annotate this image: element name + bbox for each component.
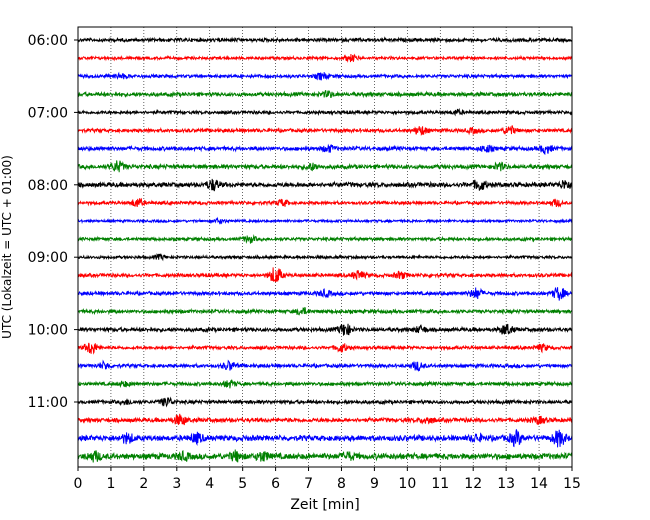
y-tick-label: 10:00 xyxy=(28,323,68,339)
x-tick-label: 6 xyxy=(271,476,280,492)
x-axis-ticks: 0 1 2 3 4 5 6 7 8 9 10 11 12 13 14 15 xyxy=(74,467,581,492)
trace-line xyxy=(77,53,573,63)
x-tick-label: 14 xyxy=(530,476,548,492)
x-tick-label: 8 xyxy=(337,476,346,492)
trace-line xyxy=(77,108,573,117)
x-tick-label: 3 xyxy=(172,476,181,492)
y-tick-label: 08:00 xyxy=(28,178,68,194)
plot-frame xyxy=(77,26,573,468)
trace-line xyxy=(77,234,573,244)
trace-line xyxy=(77,359,573,373)
trace-line xyxy=(77,287,573,301)
trace-line xyxy=(77,323,573,336)
y-tick-label: 07:00 xyxy=(28,105,68,121)
trace-line xyxy=(77,413,573,426)
trace-line xyxy=(77,267,573,283)
trace-line xyxy=(77,125,573,136)
y-tick-label: 09:00 xyxy=(28,250,68,266)
x-tick-label: 9 xyxy=(370,476,379,492)
trace-line xyxy=(77,429,573,448)
trace-line xyxy=(77,396,573,408)
plot-background xyxy=(78,27,572,467)
trace-line xyxy=(77,197,573,208)
trace-line xyxy=(77,71,573,81)
trace-line xyxy=(77,342,573,355)
x-tick-label: 11 xyxy=(431,476,449,492)
x-tick-label: 7 xyxy=(304,476,313,492)
x-tick-label: 12 xyxy=(464,476,482,492)
x-tick-label: 5 xyxy=(238,476,247,492)
trace-line xyxy=(77,449,573,463)
trace-line xyxy=(77,178,573,192)
trace-line xyxy=(77,253,573,262)
trace-line xyxy=(77,36,573,44)
y-axis-label: UTC (Lokalzeit = UTC + 01:00) xyxy=(0,155,14,339)
x-axis-label: Zeit [min] xyxy=(290,497,359,513)
y-tick-label: 06:00 xyxy=(28,33,68,49)
x-tick-label: 1 xyxy=(106,476,115,492)
trace-line xyxy=(77,143,573,156)
x-tick-label: 10 xyxy=(398,476,416,492)
trace-rows xyxy=(77,36,573,463)
trace-line xyxy=(77,216,573,225)
trace-line xyxy=(77,89,573,99)
trace-line xyxy=(77,160,573,173)
y-axis-ticks: 06:00 07:00 08:00 09:00 10:00 11:00 xyxy=(28,33,78,411)
trace-line xyxy=(77,306,573,316)
grid-lines xyxy=(110,27,540,467)
trace-line xyxy=(77,378,573,389)
x-tick-label: 15 xyxy=(563,476,581,492)
y-tick-label: 11:00 xyxy=(28,395,68,411)
x-tick-label: 4 xyxy=(205,476,214,492)
x-tick-label: 0 xyxy=(74,476,83,492)
x-tick-label: 2 xyxy=(139,476,148,492)
x-tick-label: 13 xyxy=(497,476,515,492)
